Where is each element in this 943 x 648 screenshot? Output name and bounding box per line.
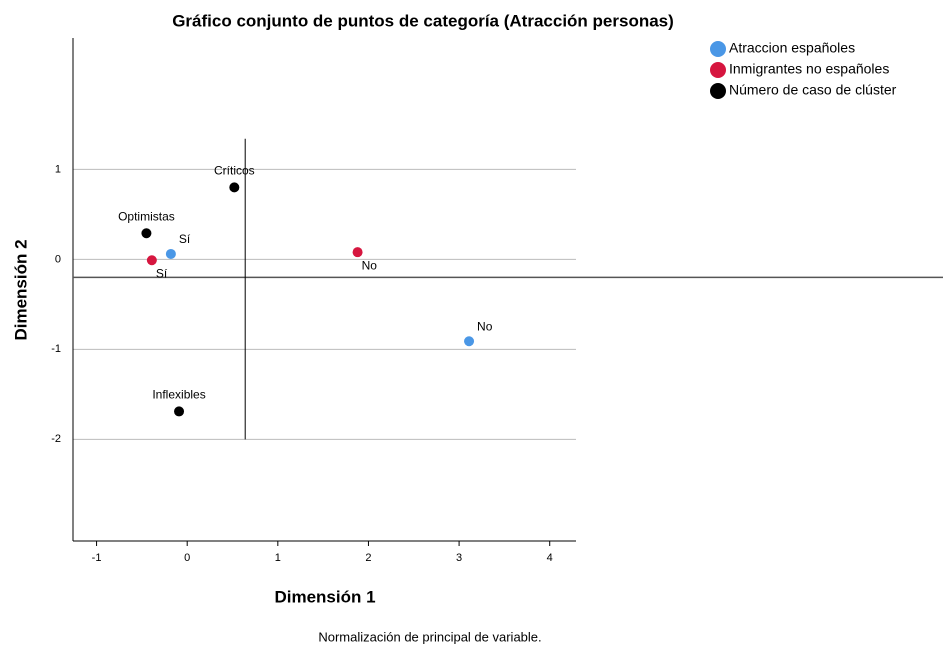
legend-marker — [710, 83, 726, 99]
legend-marker — [710, 62, 726, 78]
point — [174, 406, 185, 417]
legend-label: Número de caso de clúster — [729, 82, 897, 98]
x-tick-label: -1 — [92, 552, 102, 564]
x-axis-title: Dimensión 1 — [274, 587, 375, 606]
y-tick-label: -1 — [51, 343, 61, 355]
x-tick-label: 0 — [184, 552, 190, 564]
point-label: Críticos — [214, 164, 255, 178]
x-tick-label: 2 — [365, 552, 371, 564]
x-tick-label: 3 — [456, 552, 462, 564]
point-label: Optimistas — [118, 209, 175, 223]
x-tick-label: 4 — [547, 552, 553, 564]
y-axis-title: Dimensión 2 — [11, 239, 30, 340]
y-tick-label: -2 — [51, 433, 61, 445]
point — [165, 248, 176, 259]
point-label: Sí — [156, 266, 168, 280]
point — [229, 182, 240, 193]
point — [141, 228, 152, 239]
x-tick-label: 1 — [275, 552, 281, 564]
y-tick-label: 1 — [55, 163, 61, 175]
legend-label: Inmigrantes no españoles — [729, 61, 889, 77]
legend-label: Atraccion españoles — [729, 40, 855, 56]
point-label: No — [477, 319, 493, 333]
footnote: Normalización de principal de variable. — [318, 629, 541, 644]
point — [352, 247, 363, 258]
legend-marker — [710, 41, 726, 57]
chart-title: Gráfico conjunto de puntos de categoría … — [172, 11, 674, 30]
y-tick-label: 0 — [55, 253, 61, 265]
point — [464, 336, 475, 347]
point-label: No — [362, 258, 378, 272]
point-label: Sí — [179, 232, 191, 246]
point — [146, 255, 157, 266]
point-label: Inflexibles — [152, 388, 205, 402]
